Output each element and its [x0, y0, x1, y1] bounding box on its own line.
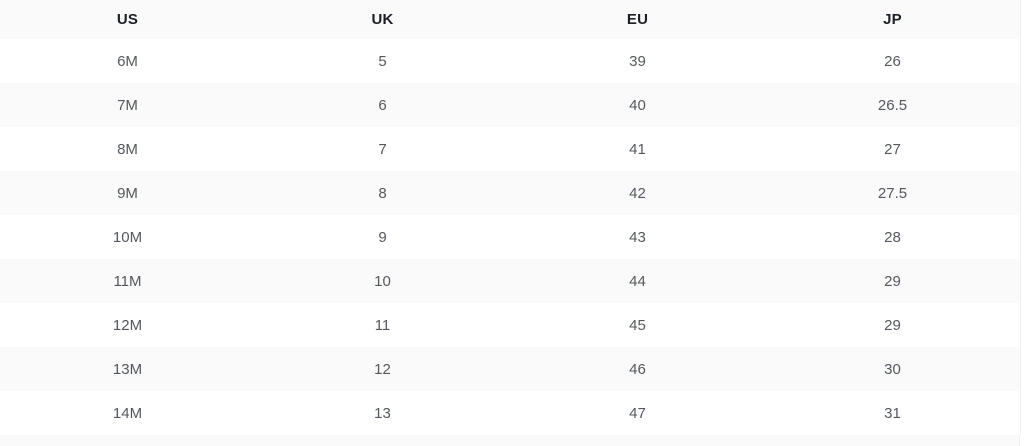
table-row: 6M 5 39 26 [0, 39, 1020, 83]
table-row: 10M 9 43 28 [0, 215, 1020, 259]
cell-us: 8M [117, 140, 138, 158]
cell-us: 6M [117, 52, 138, 70]
cell-us: 14M [112, 404, 143, 422]
column-header-eu: EU [626, 11, 649, 28]
table-header-row: US UK EU JP [0, 0, 1020, 39]
cell-uk: 7 [378, 140, 387, 158]
column-header-uk: UK [371, 11, 394, 28]
cell-eu: 43 [629, 228, 646, 246]
cell-us: 7M [117, 96, 138, 114]
cell-uk: 6 [378, 96, 387, 114]
cell-eu: 44 [629, 272, 646, 290]
cell-us: 10M [112, 228, 143, 246]
cell-eu: 40 [629, 96, 646, 114]
cell-eu: 42 [629, 184, 646, 202]
cell-uk: 9 [378, 228, 387, 246]
table-row: 8M 7 41 27 [0, 127, 1020, 171]
column-header-jp: JP [883, 11, 902, 28]
cell-uk: 11 [374, 316, 391, 334]
cell-uk: 12 [374, 360, 391, 378]
column-header-us: US [116, 11, 139, 28]
table-body: 6M 5 39 26 7M 6 40 26.5 8M 7 41 27 9M 8 42 27.5 10M 9 43 28… [0, 39, 1020, 435]
cell-jp: 29 [884, 316, 901, 334]
size-conversion-table: US UK EU JP 6M 5 39 26 7M 6 40 26.5 8M 7 41 27 9M 8 42… [0, 0, 1021, 435]
cell-us: 11M [113, 272, 142, 290]
cell-uk: 8 [378, 184, 387, 202]
table-row: 13M 12 46 30 [0, 347, 1020, 391]
cell-us: 9M [117, 184, 138, 202]
cell-us: 13M [112, 360, 143, 378]
cell-eu: 47 [629, 404, 646, 422]
cell-jp: 27 [884, 140, 901, 158]
cell-uk: 5 [378, 52, 387, 70]
cell-jp: 27.5 [877, 184, 908, 202]
cell-jp: 30 [884, 360, 901, 378]
cell-jp: 28 [884, 228, 901, 246]
table-row: 11M 10 44 29 [0, 259, 1020, 303]
cell-eu: 45 [629, 316, 646, 334]
cell-jp: 29 [884, 272, 901, 290]
cell-eu: 46 [629, 360, 646, 378]
partial-next-row [0, 435, 1020, 446]
table-row: 14M 13 47 31 [0, 391, 1020, 435]
cell-us: 12M [112, 316, 143, 334]
cell-jp: 31 [884, 404, 901, 422]
cell-uk: 13 [374, 404, 391, 422]
cell-jp: 26 [884, 52, 901, 70]
cell-jp: 26.5 [877, 96, 908, 114]
cell-eu: 41 [629, 140, 646, 158]
table-row: 7M 6 40 26.5 [0, 83, 1020, 127]
cell-uk: 10 [374, 272, 391, 290]
cell-eu: 39 [629, 52, 646, 70]
table-row: 12M 11 45 29 [0, 303, 1020, 347]
table-row: 9M 8 42 27.5 [0, 171, 1020, 215]
